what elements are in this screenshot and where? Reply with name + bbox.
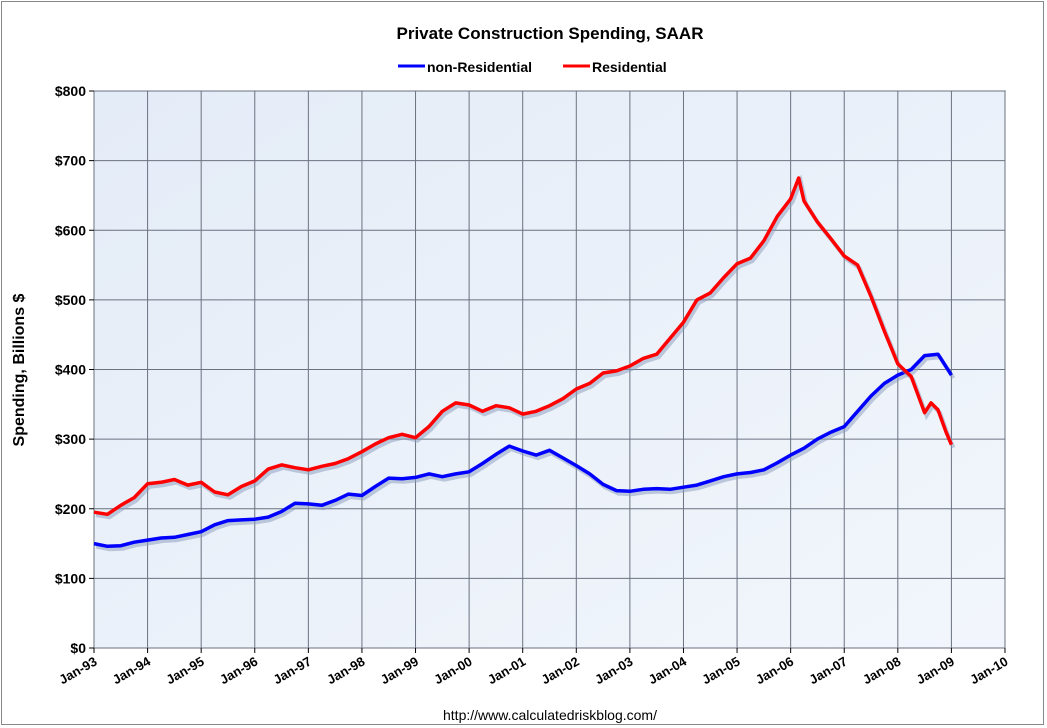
x-tick-label: Jan-97 [271,654,314,688]
y-tick-label: $0 [70,640,86,656]
legend-label-residential: Residential [592,59,667,75]
x-tick-label: Jan-08 [860,654,903,688]
gridlines [93,90,1006,649]
y-tick-label: $100 [55,570,86,586]
x-tick-label: Jan-04 [646,653,690,687]
x-tick-label: Jan-05 [699,654,742,688]
x-tick-label: Jan-07 [807,654,850,688]
y-tick-label: $400 [55,362,86,378]
y-tick-label: $500 [55,292,86,308]
x-tick-label: Jan-09 [914,654,957,688]
y-tick-label: $300 [55,431,86,447]
x-tick-label: Jan-95 [163,654,206,688]
x-axis: Jan-93 Jan-94 Jan-95 Jan-96 Jan-97 Jan-98 Jan-… [56,648,1011,688]
x-tick-label: Jan-00 [431,654,474,688]
x-tick-label: Jan-96 [217,654,260,688]
series-group [93,174,956,552]
x-tick-label: Jan-98 [324,654,367,688]
series-line-residential [93,176,954,517]
series-shadow [95,355,956,552]
y-axis-label: Spending, Billions $ [11,293,28,446]
x-tick-label: Jan-02 [539,654,582,688]
x-tick-label: Jan-06 [753,654,796,688]
y-axis: $0 $100 $200 $300 $400 $500 $600 $700 $800 [55,83,94,656]
source-url: http://www.calculatedriskblog.com/ [443,707,657,723]
x-tick-label: Jan-10 [967,654,1010,688]
legend: non-Residential Residential [398,59,667,75]
x-tick-label: Jan-94 [110,653,154,687]
x-tick-label: Jan-01 [485,654,528,688]
x-tick-label: Jan-99 [378,654,421,688]
chart-title: Private Construction Spending, SAAR [397,24,704,43]
x-tick-label: Jan-93 [56,654,99,688]
x-tick-label: Jan-03 [592,654,635,688]
series-line-non-residential [93,352,953,549]
y-tick-label: $600 [55,222,86,238]
legend-label-non-residential: non-Residential [427,59,532,75]
y-tick-label: $800 [55,83,86,99]
y-tick-label: $700 [55,153,86,169]
y-tick-label: $200 [55,501,86,517]
